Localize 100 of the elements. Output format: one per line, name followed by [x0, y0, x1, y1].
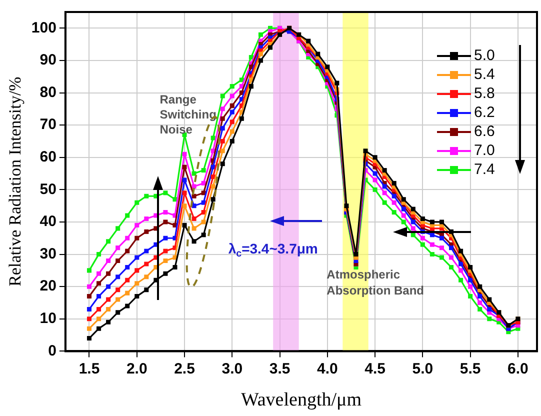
point	[163, 210, 168, 215]
point	[468, 284, 473, 289]
point	[382, 190, 387, 196]
point	[134, 255, 140, 260]
point	[420, 216, 425, 222]
point	[106, 258, 111, 264]
x-tick-label: 5.5	[460, 360, 481, 378]
point	[382, 168, 387, 173]
y-tick-label: 20	[40, 278, 56, 295]
point	[86, 306, 92, 312]
point	[182, 204, 187, 208]
legend-label: 7.0	[474, 142, 495, 159]
point	[163, 248, 168, 254]
point	[439, 236, 444, 240]
legend-label: 5.8	[474, 85, 495, 102]
point	[134, 294, 140, 299]
point	[144, 194, 149, 198]
point	[134, 236, 140, 240]
point	[96, 316, 102, 322]
point	[96, 271, 102, 276]
y-tick-label: 90	[40, 52, 56, 69]
point	[230, 120, 234, 124]
point	[478, 300, 482, 306]
point	[125, 236, 130, 240]
point	[182, 164, 187, 170]
point	[106, 284, 111, 289]
point	[372, 155, 378, 160]
point	[458, 278, 464, 282]
point	[363, 148, 368, 154]
point	[134, 281, 140, 286]
point	[106, 271, 111, 276]
legend-label: 5.4	[474, 66, 495, 83]
point	[420, 242, 425, 247]
legend-label: 6.2	[474, 104, 495, 121]
point	[163, 236, 168, 240]
y-axis-title: Relative Radiation Intensity/%	[6, 76, 25, 286]
point	[258, 32, 263, 37]
point	[182, 152, 187, 156]
point	[230, 94, 234, 98]
point	[116, 297, 120, 302]
x-axis-title: Wavelength/μm	[240, 390, 362, 411]
point	[163, 190, 168, 196]
legend-label: 7.4	[474, 161, 495, 178]
point	[86, 294, 92, 299]
point	[163, 220, 168, 224]
x-tick-label: 2.0	[126, 360, 148, 378]
point	[210, 197, 216, 202]
y-tick-label: 40	[40, 213, 56, 230]
point	[144, 288, 149, 292]
point	[392, 180, 396, 186]
point	[201, 168, 206, 173]
point	[134, 268, 140, 273]
x-tick-label: 1.5	[78, 360, 100, 378]
point	[192, 171, 196, 176]
point	[220, 148, 225, 154]
point	[86, 268, 92, 273]
point	[116, 226, 120, 231]
point	[458, 262, 464, 266]
point	[430, 252, 434, 257]
point	[96, 281, 102, 286]
point	[458, 268, 464, 273]
point	[392, 194, 396, 198]
point	[220, 94, 225, 98]
y-tick-label: 30	[40, 245, 56, 262]
y-tick-label: 100	[31, 19, 56, 36]
point	[316, 52, 320, 56]
point	[372, 171, 378, 176]
x-tick-label: 4.0	[316, 360, 338, 378]
point	[144, 274, 149, 280]
point	[192, 216, 196, 222]
annotation: Range Switching Noise	[160, 92, 216, 137]
point	[192, 194, 196, 198]
point	[106, 320, 111, 324]
point	[448, 246, 454, 250]
point	[401, 213, 406, 218]
point	[392, 200, 396, 205]
point	[439, 246, 444, 250]
point	[344, 204, 349, 208]
y-tick-label: 70	[40, 116, 56, 134]
y-tick-label: 80	[40, 84, 56, 101]
point	[430, 220, 434, 224]
point	[401, 197, 406, 202]
point	[258, 58, 263, 63]
point	[268, 45, 273, 50]
point	[439, 255, 444, 260]
point	[201, 220, 206, 224]
point	[172, 264, 178, 270]
x-tick-label: 4.5	[364, 360, 386, 378]
point	[116, 274, 120, 280]
point	[401, 206, 406, 212]
point	[192, 226, 196, 231]
point	[334, 80, 340, 86]
x-tick-label: 3.5	[269, 360, 290, 378]
point	[86, 316, 92, 322]
point	[487, 306, 492, 312]
point	[392, 210, 396, 215]
x-tick-label: 3.0	[222, 360, 243, 378]
point	[144, 248, 149, 254]
point	[86, 284, 92, 289]
point	[125, 248, 130, 254]
